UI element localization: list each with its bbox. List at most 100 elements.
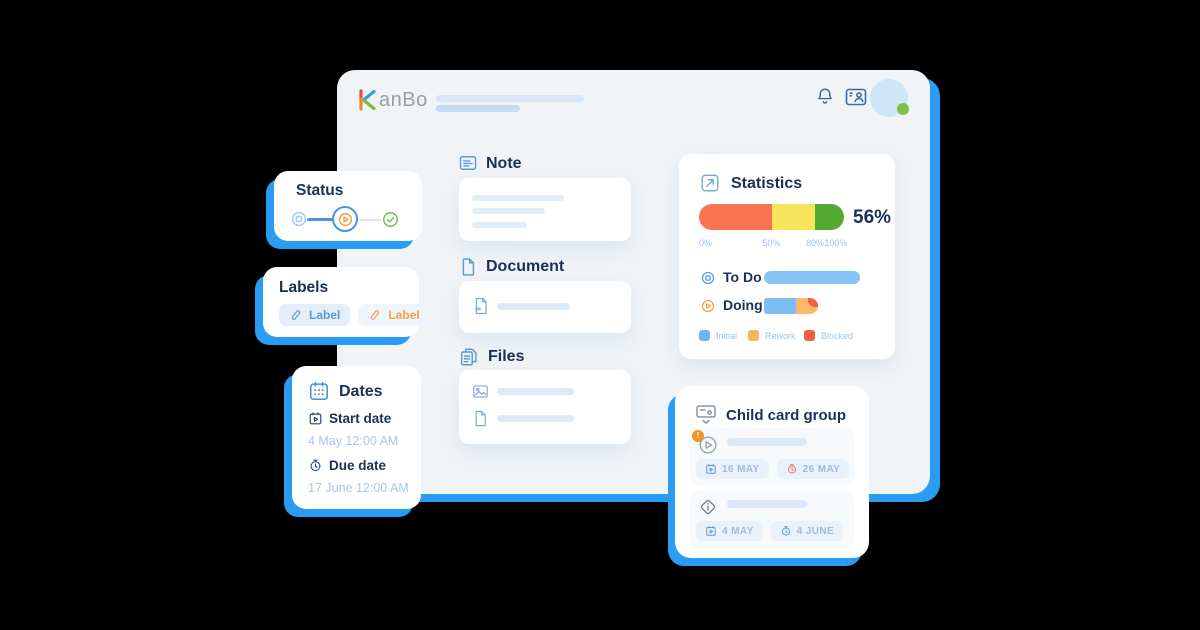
start-date-icon — [308, 411, 323, 426]
document-section-title: Document — [486, 258, 565, 275]
child-card[interactable]: 4 MAY 4 JUNE — [689, 491, 855, 548]
files-icon — [458, 346, 480, 368]
doing-icon — [700, 298, 716, 314]
document-skeleton-line — [497, 303, 570, 310]
file-icon — [471, 409, 490, 428]
dates-card: Dates Start date 4 May 12:00 AM Due date… — [292, 366, 421, 509]
calendar-icon — [308, 380, 330, 402]
legend-label: Rework — [765, 331, 796, 341]
legend-swatch-initial — [699, 330, 710, 341]
start-date-text: 16 MAY — [722, 463, 760, 475]
header-skeleton-line — [436, 105, 520, 112]
kanbo-logo-text: anBo — [379, 89, 428, 111]
bell-icon[interactable] — [814, 86, 836, 108]
due-date-label: Due date — [329, 458, 387, 473]
label-chip[interactable]: Label — [358, 304, 430, 326]
doc-file-icon — [471, 296, 491, 316]
doing-label: Doing — [723, 297, 763, 313]
legend-label: Initial — [716, 331, 738, 341]
due-date-text: 26 MAY — [802, 463, 841, 475]
due-date-pill[interactable]: 26 MAY — [776, 459, 850, 479]
contacts-icon[interactable] — [844, 85, 868, 109]
progress-segment-initial — [699, 204, 772, 230]
legend-swatch-blocked — [804, 330, 815, 341]
status-card: Status — [274, 171, 422, 241]
files-section-title: Files — [488, 348, 525, 365]
note-section-title: Note — [486, 155, 522, 172]
file-skeleton-line — [497, 415, 574, 422]
progress-percent: 56% — [853, 207, 892, 228]
child-skeleton-line — [727, 438, 807, 446]
due-date-icon — [781, 526, 790, 536]
tick-label: 80% — [805, 238, 825, 248]
document-icon — [458, 257, 478, 277]
label-text: Label — [388, 308, 420, 322]
image-file-icon — [471, 382, 490, 401]
progress-ticks: 0% 50% 80% 100% — [699, 238, 848, 250]
file-skeleton-line — [497, 388, 574, 395]
child-date-pills: 4 MAY 4 JUNE — [696, 521, 844, 541]
statistics-card: Statistics 56% 0% 50% 80% 100% To Do D — [679, 154, 895, 359]
note-card[interactable] — [459, 178, 631, 241]
start-date-label: Start date — [329, 411, 392, 426]
legend-swatch-rework — [748, 330, 759, 341]
doing-bar — [764, 298, 818, 314]
doing-segment-blocked — [807, 298, 818, 307]
kanbo-logo — [357, 88, 379, 112]
child-card[interactable]: ! 16 MAY 26 MAY — [689, 428, 855, 485]
start-date-text: 4 MAY — [722, 525, 754, 537]
play-circle-icon — [697, 434, 719, 456]
note-skeleton-line — [472, 222, 527, 228]
todo-bar — [764, 271, 860, 284]
due-date-value: 17 June 12:00 AM — [308, 481, 409, 495]
tag-icon — [291, 310, 301, 320]
info-diamond-icon — [698, 497, 718, 517]
start-date-pill[interactable]: 4 MAY — [696, 521, 763, 541]
note-icon — [458, 153, 478, 173]
doing-segment-rework — [796, 298, 818, 314]
label-chip[interactable]: Label — [279, 304, 351, 326]
step-todo-icon — [290, 210, 308, 228]
todo-label: To Do — [723, 269, 762, 285]
files-card[interactable] — [459, 370, 631, 444]
tick-label: 0% — [699, 238, 713, 248]
due-date-icon — [308, 458, 323, 473]
start-date-value: 4 May 12:00 AM — [308, 434, 399, 448]
tick-label: 50% — [762, 238, 781, 248]
legend-label: Blocked — [821, 331, 854, 341]
label-text: Label — [309, 308, 341, 322]
online-status-dot — [897, 103, 909, 115]
statistics-title: Statistics — [731, 175, 803, 192]
status-title: Status — [296, 182, 344, 199]
statistics-icon — [699, 172, 721, 194]
document-card[interactable] — [459, 281, 631, 333]
start-date-pill[interactable]: 16 MAY — [696, 459, 769, 479]
progress-segment-ok — [815, 204, 844, 230]
start-date-icon — [706, 526, 716, 536]
step-done-icon — [381, 210, 400, 229]
tick-label: 100% — [824, 238, 848, 248]
labels-card: Labels Label Label — [263, 267, 430, 337]
progress-bar — [699, 204, 844, 230]
tag-icon — [371, 310, 380, 320]
child-card-group-icon — [694, 402, 718, 426]
labels-row: Label Label — [279, 304, 430, 326]
header-skeleton-line — [436, 95, 584, 102]
labels-title: Labels — [279, 279, 329, 296]
step-doing-icon — [332, 206, 358, 232]
due-date-text: 4 JUNE — [796, 525, 835, 537]
child-card-group-card: Child card group ! 16 MAY — [675, 386, 869, 558]
note-skeleton-line — [472, 195, 564, 201]
step-connector-done — [307, 218, 334, 221]
step-connector-pending — [360, 218, 382, 221]
doing-segment-initial — [764, 298, 797, 314]
due-date-pill[interactable]: 4 JUNE — [770, 521, 844, 541]
alert-badge: ! — [692, 430, 704, 442]
progress-segment-warning — [771, 204, 815, 230]
start-date-icon — [706, 464, 716, 474]
due-date-icon — [787, 464, 796, 474]
note-skeleton-line — [472, 208, 545, 214]
child-skeleton-line — [727, 500, 807, 508]
child-card-group-title: Child card group — [726, 407, 846, 424]
